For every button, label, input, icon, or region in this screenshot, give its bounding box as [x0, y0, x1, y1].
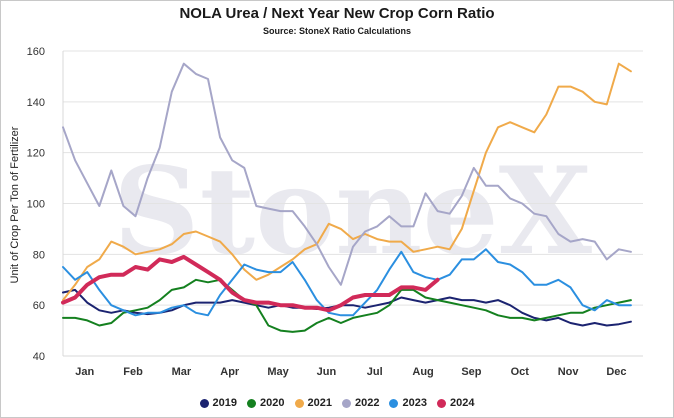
legend-swatch-2020 — [247, 398, 257, 408]
legend-label-2019: 2019 — [212, 397, 238, 409]
watermark: StoneX — [113, 141, 592, 282]
legend-swatch-2023 — [389, 398, 399, 408]
series-line-2024 — [61, 254, 440, 313]
y-tick-label: 140 — [27, 97, 45, 109]
legend-label-2022: 2022 — [355, 397, 380, 409]
x-tick-label: Jun — [317, 366, 337, 378]
legend-label-2021: 2021 — [307, 397, 332, 409]
x-tick-label: Jul — [367, 366, 383, 378]
legend-item-2024[interactable]: 2024 — [436, 397, 475, 409]
y-axis-label: Unit of Crop Per Ton of Fertilizer — [9, 126, 21, 284]
y-tick-label: 60 — [33, 300, 45, 312]
series-line-2021 — [62, 62, 632, 302]
legend-label-2023: 2023 — [402, 397, 427, 409]
x-tick-label: Oct — [511, 366, 530, 378]
legend-swatch-2022 — [342, 398, 351, 408]
legend-item-2022[interactable]: 2022 — [342, 397, 379, 409]
legend-swatch-2024 — [436, 398, 446, 408]
y-tick-label: 120 — [27, 148, 45, 160]
y-tick-label: 80 — [33, 249, 45, 261]
y-tick-label: 160 — [27, 46, 45, 58]
x-tick-label: May — [267, 366, 289, 378]
chart-title: NOLA Urea / Next Year New Crop Corn Rati… — [179, 5, 495, 22]
legend: 2019 2020 2021 2022 2023 2024 — [1, 397, 673, 409]
legend-swatch-2021 — [294, 398, 304, 408]
legend-item-2020[interactable]: 2020 — [247, 397, 285, 409]
series-line-2023 — [62, 248, 632, 317]
y-tick-label: 40 — [33, 351, 45, 363]
y-tick-label: 100 — [27, 199, 45, 211]
x-tick-label: Mar — [172, 366, 192, 378]
chart-subtitle: Source: StoneX Ratio Calculations — [262, 26, 412, 36]
grid — [63, 50, 643, 357]
series-lines — [61, 62, 632, 333]
legend-item-2019[interactable]: 2019 — [199, 397, 238, 409]
x-tick-label: Feb — [123, 366, 143, 378]
watermark-logo: StoneX — [113, 141, 592, 282]
legend-item-2023[interactable]: 2023 — [389, 397, 427, 409]
x-tick-label: Apr — [220, 366, 240, 378]
x-tick-label: Sep — [461, 366, 481, 378]
legend-label-2020: 2020 — [260, 397, 285, 409]
x-tick-label: Dec — [606, 366, 626, 378]
legend-label-2024: 2024 — [449, 397, 475, 409]
legend-item-2021[interactable]: 2021 — [294, 397, 332, 409]
series-line-2020 — [62, 278, 632, 333]
series-line-2022 — [62, 62, 632, 286]
axes: 40 60 80 100 120 140 160 Jan Feb Mar Apr May Jun Jul A… — [27, 46, 643, 378]
x-tick-label: Jan — [75, 366, 94, 378]
x-tick-label: Aug — [412, 366, 433, 378]
x-tick-label: Nov — [558, 366, 580, 378]
legend-swatch-2019 — [199, 398, 209, 408]
